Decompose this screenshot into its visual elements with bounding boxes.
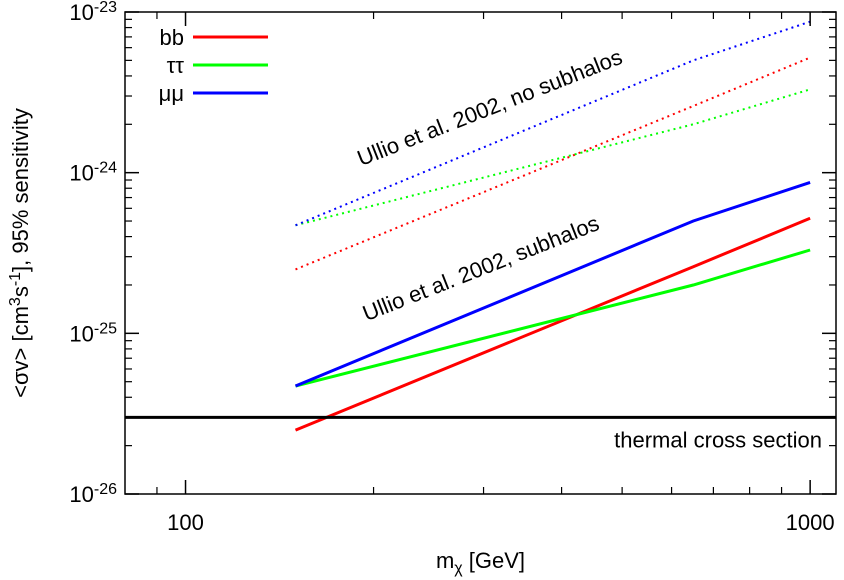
y-tick-label-exponent: -26: [94, 481, 117, 498]
thermal-label: thermal cross section: [614, 427, 822, 452]
y-tick-label-1: 10-25: [69, 320, 117, 347]
y-tick-label-0: 10-26: [69, 481, 117, 508]
y-tick-label-exponent: -25: [94, 320, 117, 337]
y-tick-label-exponent: -24: [94, 159, 117, 176]
y-tick-label-base: 10: [69, 0, 93, 25]
y-axis-label-part2: s: [8, 286, 33, 297]
y-axis-label-sup1: 3: [7, 297, 24, 306]
y-tick-label-base: 10: [69, 161, 93, 186]
y-axis-label-part1: <σv> [cm: [8, 306, 33, 398]
y-tick-label-3: 10-23: [69, 0, 117, 25]
x-tick-label-0: 100: [167, 510, 204, 535]
y-tick-label-base: 10: [69, 321, 93, 346]
plot-frame: [124, 11, 837, 495]
x-axis-label-rest: [GeV]: [463, 548, 525, 573]
legend: bb ττ μμ: [159, 25, 268, 106]
x-axis-label-sub: χ: [454, 560, 463, 577]
legend-label-1: ττ: [167, 53, 185, 78]
y-tick-label-base: 10: [69, 482, 93, 507]
series-layer: [125, 20, 836, 432]
x-axis-label-main: m: [436, 548, 454, 573]
y-tick-label-2: 10-24: [69, 159, 117, 186]
y-tick-label-exponent: -23: [94, 0, 117, 16]
series-line-subhalos-3: [294, 216, 811, 432]
y-axis-label-sup2: -1: [7, 272, 24, 286]
x-tick-label-1: 1000: [786, 510, 835, 535]
y-axis-label-part3: ], 95% sensitivity: [8, 108, 33, 272]
series-line-subhalos-4: [295, 248, 811, 388]
series-line-subhalos-5: [294, 180, 811, 388]
y-axis-label: <σv> [cm3s-1], 95% sensitivity: [7, 108, 34, 398]
x-axis-label: mχ [GeV]: [436, 548, 525, 577]
legend-label-2: μμ: [159, 81, 184, 106]
plot-border: [124, 11, 837, 495]
legend-label-0: bb: [160, 25, 184, 50]
